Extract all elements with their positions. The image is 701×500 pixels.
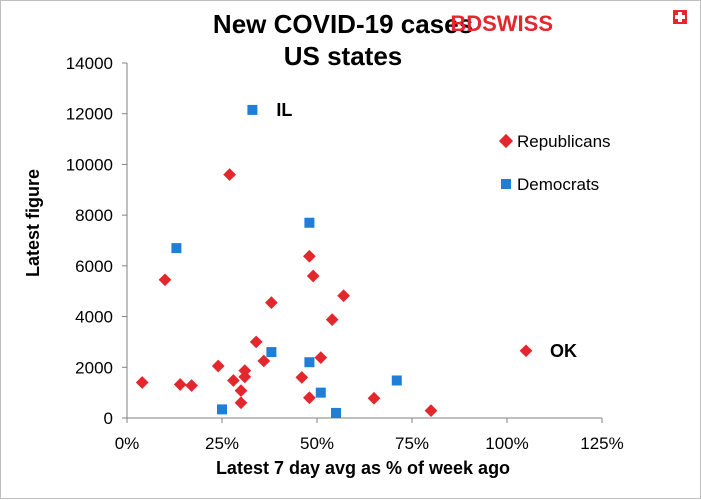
point-republicans: [223, 168, 236, 181]
point-republicans: [257, 354, 271, 368]
y-axis: [122, 62, 128, 419]
point-democrats: [304, 357, 315, 368]
y-tick-label: 6000: [75, 257, 113, 276]
point-republicans: [249, 335, 263, 349]
x-tick-label: 100%: [485, 434, 528, 453]
legend: Republicans Democrats: [498, 132, 611, 194]
legend-item-democrats: Democrats: [501, 175, 599, 194]
x-tick-label: 75%: [395, 434, 429, 453]
annotation-ok: OK: [550, 341, 577, 361]
point-republicans: [158, 273, 172, 287]
point-republicans: [265, 296, 278, 309]
y-axis-title: Latest figure: [23, 169, 43, 277]
point-republicans: [238, 364, 252, 377]
logo-text-swiss: SWISS: [482, 11, 553, 36]
x-tick-label: 25%: [205, 434, 239, 453]
legend-label-democrats: Democrats: [517, 175, 599, 194]
point-republicans: [303, 391, 316, 405]
point-republicans: [424, 404, 438, 418]
point-republicans: [234, 384, 248, 397]
x-tick-labels: 0% 25% 50% 75% 100% 125%: [115, 434, 624, 453]
point-democrats: [217, 404, 227, 415]
point-republicans: [227, 374, 240, 387]
point-republicans: [325, 313, 339, 326]
point-republicans: [173, 378, 187, 391]
y-tick-label: 8000: [75, 206, 113, 225]
point-democrats: [391, 375, 402, 386]
x-tick-label: 125%: [580, 434, 623, 453]
data-points: [135, 104, 533, 418]
y-tick-label: 12000: [66, 105, 113, 124]
point-republicans: [367, 391, 381, 405]
x-tick-label: 0%: [115, 434, 140, 453]
y-tick-label: 10000: [66, 155, 113, 174]
point-republicans: [303, 249, 316, 263]
point-republicans: [211, 359, 225, 373]
point-republicans: [234, 396, 248, 410]
logo-cross-icon: [673, 10, 687, 24]
chart-title-line-1: New COVID-19 cases: [213, 9, 473, 39]
chart-title-line-2: US states: [284, 41, 403, 71]
bdswiss-logo: BDSWISS: [450, 10, 687, 36]
logo-text-bd: BD: [450, 11, 482, 36]
point-republicans: [306, 269, 320, 283]
point-republicans: [519, 344, 533, 358]
annotation-il: IL: [276, 100, 292, 120]
x-tick-label: 50%: [300, 434, 334, 453]
y-tick-label: 0: [104, 409, 113, 428]
y-tick-label: 14000: [66, 54, 113, 73]
point-democrats: [331, 407, 341, 418]
point-republicans: [135, 376, 149, 389]
x-axis: [126, 417, 603, 423]
point-republicans: [185, 379, 198, 392]
svg-text:BDSWISS: BDSWISS: [450, 11, 553, 36]
x-axis-title: Latest 7 day avg as % of week ago: [216, 458, 510, 478]
legend-item-republicans: Republicans: [498, 132, 611, 151]
point-republicans: [337, 289, 350, 303]
annotations: IL OK: [276, 100, 577, 361]
y-tick-labels: 0 2000 4000 6000 8000 10000 12000 14000: [66, 54, 113, 428]
legend-label-republicans: Republicans: [517, 132, 611, 151]
y-tick-label: 2000: [75, 358, 113, 377]
point-democrats: [266, 347, 277, 358]
legend-marker-republicans: [498, 133, 514, 149]
point-democrats: [247, 104, 258, 115]
point-republicans: [295, 371, 309, 384]
y-tick-label: 4000: [75, 308, 113, 327]
point-republicans: [314, 351, 328, 365]
legend-marker-democrats: [501, 179, 511, 189]
point-democrats: [315, 387, 326, 398]
point-democrats: [171, 243, 182, 254]
point-democrats: [304, 217, 315, 228]
